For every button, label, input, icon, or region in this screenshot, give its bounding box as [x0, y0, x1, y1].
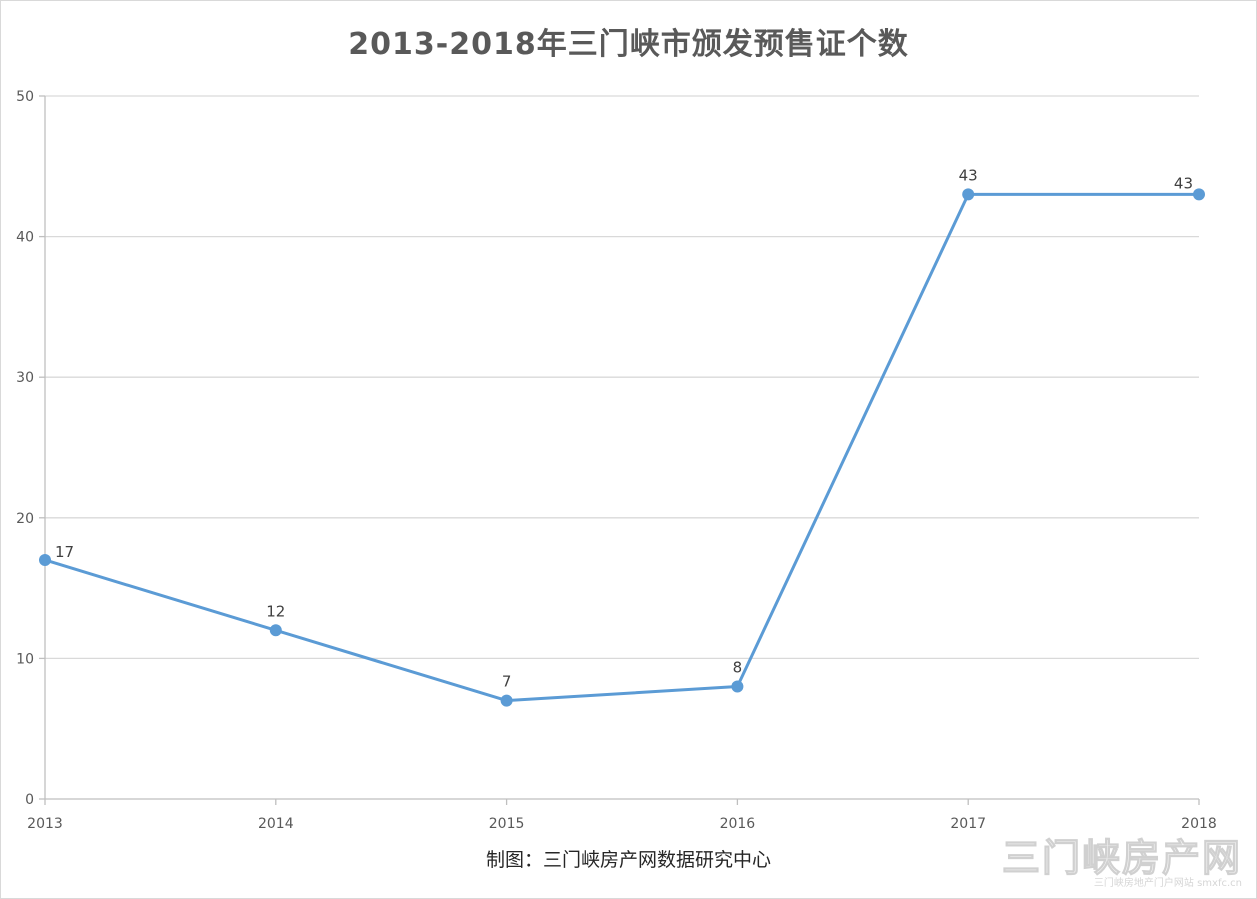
data-labels: 17 12 7 8 43 43	[55, 166, 1193, 690]
data-point	[500, 694, 513, 707]
x-tick-label: 2016	[720, 816, 756, 832]
data-label: 43	[1174, 174, 1193, 192]
x-tick-label: 2013	[27, 816, 63, 832]
data-label: 8	[733, 659, 743, 677]
axes: 0 10 20 30 40 50 2013 2014 2015 2016 2017 2018	[16, 89, 1217, 832]
data-point	[962, 188, 975, 201]
x-tick-label: 2014	[258, 816, 294, 832]
series	[39, 188, 1205, 707]
grid-lines	[45, 95, 1199, 660]
y-tick-label: 10	[16, 651, 34, 667]
y-tick-label: 50	[16, 89, 34, 105]
x-tick-label: 2015	[489, 816, 525, 832]
y-tick-label: 40	[16, 230, 34, 246]
series-line	[43, 192, 1201, 703]
x-tick-label: 2017	[950, 816, 986, 832]
chart-title: 2013-2018年三门峡市颁发预售证个数	[348, 27, 909, 62]
data-point	[39, 553, 51, 566]
watermark-logo-text: 三门峡房产网	[1001, 836, 1242, 880]
data-point	[269, 624, 282, 637]
data-label: 43	[959, 166, 978, 184]
y-tick-label: 30	[16, 370, 34, 386]
data-point	[1193, 188, 1205, 201]
data-label: 12	[266, 602, 285, 620]
y-tick-label: 20	[16, 511, 34, 527]
chart-source-note: 制图：三门峡房产网数据研究中心	[485, 849, 771, 871]
y-tick-label: 0	[25, 792, 34, 808]
data-label: 17	[55, 543, 74, 561]
watermark-subtext: 三门峡房地产门户网站 smxfc.cn	[1093, 878, 1242, 889]
site-watermark: 三门峡房产网 三门峡房地产门户网站 smxfc.cn	[1001, 836, 1242, 890]
data-label: 7	[502, 673, 512, 691]
data-point	[731, 680, 744, 693]
x-tick-label: 2018	[1181, 816, 1217, 832]
